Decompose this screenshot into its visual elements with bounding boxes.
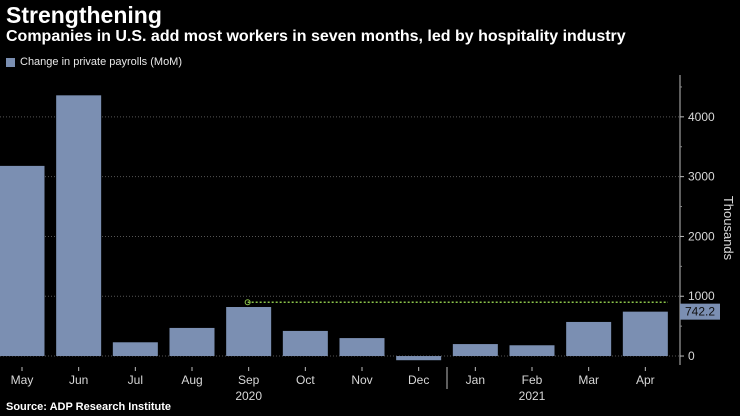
x-tick-label: Apr (636, 373, 655, 387)
source-note: Source: ADP Research Institute (6, 401, 172, 413)
x-tick-label: Jan (466, 373, 485, 387)
x-tick-label: Jun (69, 373, 88, 387)
year-label: 2021 (519, 389, 546, 403)
bar-feb (509, 345, 555, 357)
bar-apr (622, 311, 668, 357)
bar-jun (56, 95, 102, 357)
bar-jul (112, 342, 158, 357)
bar-nov (339, 338, 385, 357)
legend-swatch (6, 57, 15, 67)
y-tick-label: 4000 (688, 110, 715, 124)
legend-label: Change in private payrolls (MoM) (20, 56, 183, 68)
last-value-box (680, 303, 720, 320)
bar-mar (566, 321, 612, 357)
bar-may (0, 165, 45, 357)
bar-aug (169, 327, 215, 357)
bar-dec (396, 356, 442, 361)
reference-line-marker (244, 299, 251, 306)
bar-oct (282, 330, 328, 357)
year-label: 2020 (235, 389, 262, 403)
x-tick-label: Aug (181, 373, 202, 387)
x-tick-label: Mar (578, 373, 599, 387)
last-value-label: 742.2 (685, 305, 715, 319)
x-tick-label: Feb (522, 373, 543, 387)
x-tick-label: Jul (128, 373, 143, 387)
x-tick-label: Sep (238, 373, 260, 387)
x-tick-label: Oct (296, 373, 315, 387)
y-tick-label: 0 (688, 349, 695, 363)
bar-jan (452, 344, 498, 357)
y-tick-label: 2000 (688, 229, 715, 243)
x-tick-label: Dec (408, 373, 429, 387)
chart-title: Strengthening (6, 2, 162, 28)
legend: Change in private payrolls (MoM) (6, 56, 182, 68)
y-tick-label: 3000 (688, 170, 715, 184)
y-axis-title: Thousands (721, 196, 736, 261)
y-tick-label: 1000 (688, 289, 715, 303)
x-tick-label: May (11, 373, 34, 387)
bar-sep (226, 307, 272, 357)
chart-subtitle: Companies in U.S. add most workers in se… (6, 28, 626, 45)
x-tick-label: Nov (351, 373, 372, 387)
